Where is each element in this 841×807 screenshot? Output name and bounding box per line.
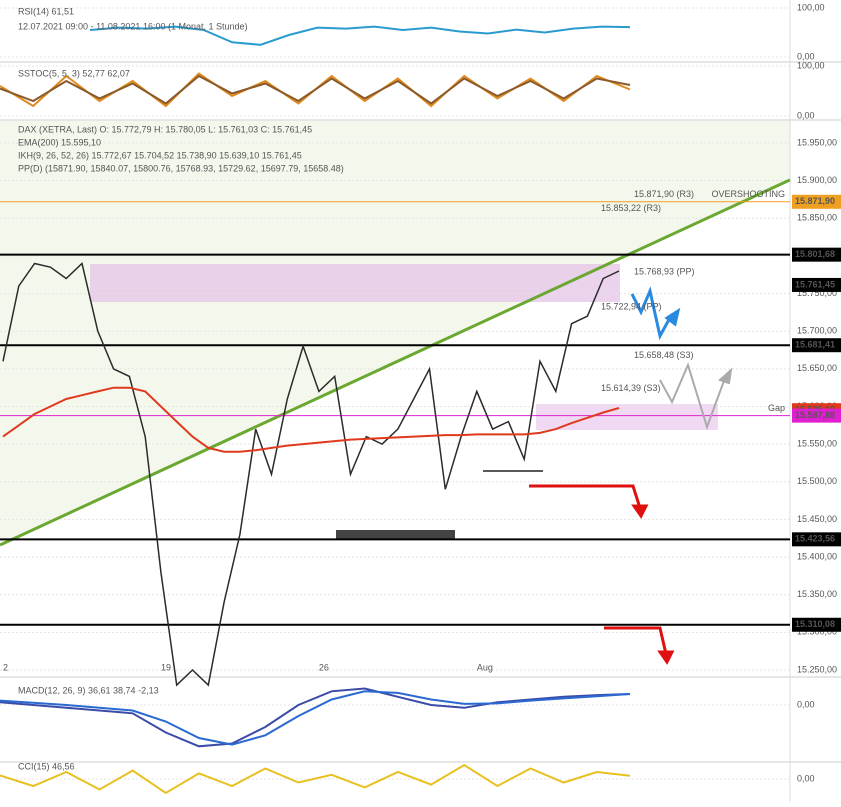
y-tick-label: 0,00 <box>797 699 815 709</box>
level-badge <box>792 194 841 209</box>
projections <box>529 286 733 665</box>
legend-entry: IKH(9, 26, 52, 26) 15.772,67 15.704,52 1… <box>18 150 302 160</box>
arrowhead <box>631 504 649 519</box>
x-tick-label: Aug <box>477 662 493 672</box>
level-badge <box>792 408 841 423</box>
pane-title: MACD(12, 26, 9) 36,61 38,74 -2,13 <box>18 685 159 695</box>
y-tick-label: 0,00 <box>797 51 815 61</box>
pivot-label: 15.871,90 (R3) <box>634 189 694 199</box>
series-line <box>0 687 631 748</box>
level-badge <box>792 617 841 632</box>
pivot-label: 15.768,93 (PP) <box>634 267 695 277</box>
pivot-label: 15.722,94 (PP) <box>601 301 662 311</box>
y-tick-label: 0,00 <box>797 110 815 120</box>
level-label: 15.423,56 <box>795 534 835 544</box>
x-tick-label: 19 <box>161 662 171 672</box>
legend-entry: EMA(200) 15.595,10 <box>18 137 101 147</box>
pivot-label: 15.614,39 (S3) <box>601 383 661 393</box>
legend-entry: DAX (XETRA, Last) O: 15.772,79 H: 15.780… <box>18 124 312 134</box>
level-label: 15.681,41 <box>795 340 835 350</box>
y-tick-label: 15.900,00 <box>797 175 837 185</box>
y-tick-label: 15.550,00 <box>797 439 837 449</box>
level-label: 15.871,90 <box>795 196 835 206</box>
trendline <box>0 178 791 547</box>
projection-down <box>529 484 642 509</box>
y-tick-label: 15.850,00 <box>797 213 837 223</box>
arrowhead <box>657 650 675 665</box>
level-label: 15.310,08 <box>795 619 835 629</box>
y-tick-label: 15.650,00 <box>797 363 837 373</box>
y-tick-label: 100,00 <box>797 60 825 70</box>
y-tick-label: 0,00 <box>797 773 815 783</box>
arrowhead <box>664 307 681 327</box>
y-tick-label: 15.350,00 <box>797 589 837 599</box>
pivot-label: 15.853,22 (R3) <box>601 203 661 213</box>
level-note: OVERSHOOTING <box>711 189 785 199</box>
level-badge <box>792 247 841 262</box>
x-tick-label: 2 <box>3 662 8 672</box>
series-line <box>0 690 631 746</box>
y-tick-label: 100,00 <box>797 2 825 12</box>
pivot-label: 15.658,48 (S3) <box>634 350 694 360</box>
pane-title: SSTOC(5, 5, 3) 52,77 62,07 <box>18 68 130 78</box>
y-tick-label: 15.450,00 <box>797 514 837 524</box>
projection-down <box>604 626 668 655</box>
series-line <box>0 763 631 795</box>
level-badge <box>792 532 841 547</box>
x-tick-label: 26 <box>319 662 329 672</box>
y-tick-label: 15.500,00 <box>797 476 837 486</box>
projection-up <box>630 286 674 341</box>
legend-entry: PP(D) (15871.90, 15840.07, 15800.76, 157… <box>18 163 344 173</box>
y-tick-label: 15.950,00 <box>797 137 837 147</box>
arrowhead <box>718 367 733 385</box>
level-badge <box>792 277 841 292</box>
series-line <box>2 386 620 453</box>
level-label: 15.587,88 <box>795 410 835 420</box>
y-tick-label: 15.750,00 <box>797 288 837 298</box>
level-label: 15.761,45 <box>795 279 835 289</box>
y-tick-label: 15.250,00 <box>797 664 837 674</box>
series-line <box>0 74 631 105</box>
y-tick-label: 15.700,00 <box>797 326 837 336</box>
pane-title: RSI(14) 61,51 <box>18 6 74 16</box>
level-label: 15.801,68 <box>795 249 835 259</box>
y-tick-label: 15.400,00 <box>797 551 837 561</box>
pane-subtitle: 12.07.2021 09:00 - 11.08.2021 16:00 (1 M… <box>18 21 248 31</box>
series-line <box>89 25 631 46</box>
level-note: Gap <box>768 403 785 413</box>
pane-title: CCI(15) 46,56 <box>18 761 75 771</box>
level-badge <box>792 338 841 353</box>
zone <box>90 264 620 302</box>
series-line <box>2 262 620 687</box>
support-bar <box>336 530 455 540</box>
projection-alt <box>659 362 726 431</box>
